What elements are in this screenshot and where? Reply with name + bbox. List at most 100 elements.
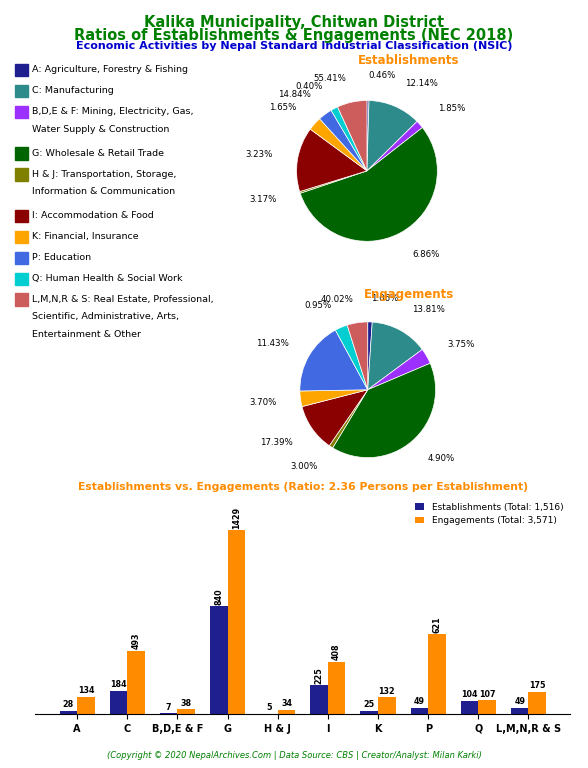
Bar (210, 606, 228, 714)
Text: Ratios of Establishments & Engagements (NEC 2018): Ratios of Establishments & Engagements (… (74, 28, 514, 43)
Legend: Establishments (Total: 1,516), Engagements (Total: 3,571): Establishments (Total: 1,516), Engagemen… (413, 500, 566, 528)
Wedge shape (335, 325, 368, 390)
Bar (160, 713, 178, 714)
Text: 14.84%: 14.84% (278, 90, 310, 99)
Wedge shape (368, 349, 430, 390)
Text: 107: 107 (479, 690, 495, 699)
Text: 134: 134 (78, 687, 94, 696)
Text: I: Accommodation & Food: I: Accommodation & Food (32, 211, 154, 220)
Wedge shape (320, 111, 367, 171)
Text: 4.90%: 4.90% (427, 455, 455, 463)
Text: 0.95%: 0.95% (305, 301, 332, 310)
Bar (127, 650, 145, 714)
Bar (529, 692, 546, 714)
Text: 12.14%: 12.14% (405, 79, 437, 88)
Title: Establishments vs. Engagements (Ratio: 2.36 Persons per Establishment): Establishments vs. Engagements (Ratio: 2… (78, 482, 528, 492)
Wedge shape (329, 390, 368, 448)
Text: L,M,N,R & S: Real Estate, Professional,: L,M,N,R & S: Real Estate, Professional, (32, 295, 214, 303)
Text: 175: 175 (529, 681, 546, 690)
Text: 6.86%: 6.86% (412, 250, 439, 259)
Text: 3.00%: 3.00% (290, 462, 318, 472)
Text: 34: 34 (281, 700, 292, 708)
Bar (278, 710, 295, 714)
Wedge shape (368, 322, 422, 390)
Text: Establishments: Establishments (358, 54, 459, 67)
Text: Economic Activities by Nepal Standard Industrial Classification (NSIC): Economic Activities by Nepal Standard In… (76, 41, 512, 51)
Wedge shape (300, 390, 368, 406)
Wedge shape (367, 121, 422, 171)
Text: 1429: 1429 (232, 507, 241, 528)
Wedge shape (300, 127, 437, 241)
Wedge shape (310, 119, 367, 171)
Text: 49: 49 (414, 697, 425, 707)
Text: 184: 184 (110, 680, 127, 689)
Text: G: Wholesale & Retail Trade: G: Wholesale & Retail Trade (32, 149, 164, 157)
Text: 3.17%: 3.17% (249, 195, 276, 204)
Text: 13.81%: 13.81% (412, 305, 445, 314)
Wedge shape (333, 363, 436, 458)
Wedge shape (347, 322, 368, 390)
Text: 493: 493 (132, 633, 141, 649)
Text: 0.40%: 0.40% (295, 82, 323, 91)
Text: C: Manufacturing: C: Manufacturing (32, 86, 114, 95)
Bar (479, 700, 496, 714)
Text: A: Agriculture, Forestry & Fishing: A: Agriculture, Forestry & Fishing (32, 65, 188, 74)
Wedge shape (331, 107, 367, 171)
Text: Scientific, Administrative, Arts,: Scientific, Administrative, Arts, (32, 313, 179, 321)
Wedge shape (300, 330, 368, 391)
Text: 3.23%: 3.23% (246, 151, 273, 160)
Wedge shape (367, 101, 369, 171)
Bar (77, 697, 95, 714)
Text: K: Financial, Insurance: K: Financial, Insurance (32, 232, 139, 241)
Bar (511, 708, 529, 714)
Text: Kalika Municipality, Chitwan District: Kalika Municipality, Chitwan District (144, 15, 444, 31)
Bar (360, 711, 378, 714)
Wedge shape (300, 171, 367, 194)
Text: 132: 132 (379, 687, 395, 696)
Text: 17.39%: 17.39% (260, 438, 293, 447)
Text: 5: 5 (266, 703, 272, 712)
Text: Q: Human Health & Social Work: Q: Human Health & Social Work (32, 273, 183, 283)
Text: Engagements: Engagements (363, 288, 454, 301)
Bar (410, 708, 428, 714)
Text: 621: 621 (432, 616, 442, 633)
Wedge shape (367, 101, 417, 171)
Bar (228, 530, 245, 714)
Text: 55.41%: 55.41% (314, 74, 347, 82)
Text: 7: 7 (166, 703, 172, 712)
Text: 0.46%: 0.46% (368, 71, 396, 81)
Text: 38: 38 (181, 699, 192, 708)
Text: 840: 840 (214, 588, 223, 604)
Text: 49: 49 (514, 697, 525, 707)
Text: B,D,E & F: Mining, Electricity, Gas,: B,D,E & F: Mining, Electricity, Gas, (32, 107, 194, 116)
Text: 40.02%: 40.02% (321, 295, 354, 304)
Text: 11.43%: 11.43% (256, 339, 289, 348)
Wedge shape (302, 390, 368, 445)
Wedge shape (338, 101, 367, 171)
Text: 3.70%: 3.70% (249, 398, 277, 406)
Text: 25: 25 (364, 700, 375, 710)
Text: (Copyright © 2020 NepalArchives.Com | Data Source: CBS | Creator/Analyst: Milan : (Copyright © 2020 NepalArchives.Com | Da… (106, 751, 482, 760)
Bar (461, 701, 479, 714)
Bar (378, 697, 396, 714)
Wedge shape (368, 322, 372, 390)
Text: 225: 225 (315, 667, 323, 684)
Bar (178, 710, 195, 714)
Text: 3.75%: 3.75% (447, 340, 475, 349)
Bar (310, 685, 328, 714)
Text: 104: 104 (462, 690, 478, 700)
Text: P: Education: P: Education (32, 253, 92, 262)
Text: 1.65%: 1.65% (269, 103, 296, 111)
Bar (428, 634, 446, 714)
Text: H & J: Transportation, Storage,: H & J: Transportation, Storage, (32, 170, 177, 178)
Text: 408: 408 (332, 644, 341, 660)
Text: 1.06%: 1.06% (371, 293, 398, 303)
Text: Information & Communication: Information & Communication (32, 187, 175, 197)
Text: Water Supply & Construction: Water Supply & Construction (32, 124, 170, 134)
Text: Entertainment & Other: Entertainment & Other (32, 330, 141, 339)
Wedge shape (296, 129, 367, 191)
Bar (110, 690, 127, 714)
Text: 1.85%: 1.85% (438, 104, 466, 113)
Text: 28: 28 (63, 700, 74, 709)
Bar (328, 662, 345, 714)
